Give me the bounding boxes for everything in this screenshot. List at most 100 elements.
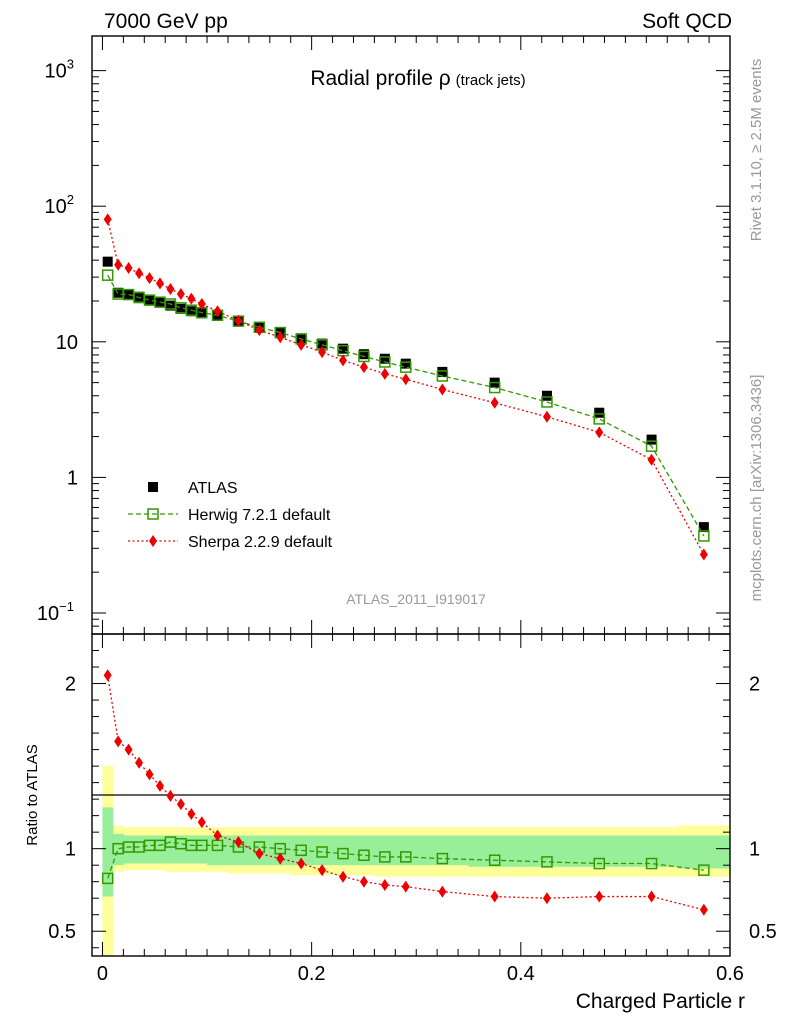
ratio-sherpa-point <box>103 669 112 682</box>
inner-band-segment <box>332 835 354 866</box>
atlas-point <box>102 256 113 267</box>
ratio-sherpa-point <box>135 756 144 769</box>
ratio-axis-ticks: 0 0.2 0.4 0.6 2 2 1 1 0.5 0.5 <box>48 634 777 985</box>
ratio-herwig-point <box>337 847 349 860</box>
main-y-tick-exponent: −1 <box>59 599 74 614</box>
sherpa-point <box>103 213 112 226</box>
ratio-y-tick-label: 1 <box>65 839 76 861</box>
ratio-sherpa-point <box>401 880 410 893</box>
atlas-point <box>175 303 186 314</box>
legend-marker-atlas <box>148 482 158 492</box>
sherpa-point <box>401 373 410 386</box>
inner-band-segment <box>311 835 333 866</box>
ratio-uncertainty-bands <box>102 766 731 956</box>
sherpa-point <box>166 283 175 296</box>
atlas-point <box>186 306 197 317</box>
sherpa-point <box>124 262 133 275</box>
ratio-x-tick-label: 0 <box>97 963 108 985</box>
sherpa-point <box>155 277 164 290</box>
main-y-tick-label: 10−1 <box>37 599 74 625</box>
ratio-x-tick-label: 0.2 <box>298 963 326 985</box>
atlas-point <box>196 308 207 319</box>
inner-band-segment <box>144 835 156 864</box>
inner-band-segment <box>112 833 124 866</box>
ratio-data-marks <box>101 669 710 916</box>
ratio-sherpa-point <box>297 857 306 870</box>
atlas-point <box>134 291 145 302</box>
ratio-sherpa-point <box>339 870 348 883</box>
atlas-point <box>338 343 349 354</box>
ratio-sherpa-point <box>213 829 222 842</box>
ratio-herwig-point <box>196 839 208 852</box>
sherpa-point <box>359 361 368 374</box>
ratio-sherpa-point <box>166 789 175 802</box>
sherpa-point <box>145 272 154 285</box>
inner-band-segment <box>468 835 522 867</box>
ratio-sherpa-point <box>187 807 196 820</box>
rivet-version-label: Rivet 3.1.10, ≥ 2.5M events <box>748 59 765 242</box>
atlas-point <box>541 390 552 401</box>
main-title-suffix: (track jets) <box>456 72 526 89</box>
series-sherpa <box>103 213 708 561</box>
ratio-sherpa-point <box>542 892 551 905</box>
ratio-sherpa-point <box>234 836 243 849</box>
header-process-label: Soft QCD <box>642 10 732 33</box>
sherpa-point <box>699 548 708 561</box>
herwig-point <box>400 361 412 373</box>
atlas-point <box>646 434 657 445</box>
herwig-point <box>379 356 391 368</box>
herwig-point <box>593 413 606 425</box>
main-y-tick-label: 10 <box>56 332 78 354</box>
sherpa-point <box>187 292 196 305</box>
legend: ATLAS Herwig 7.2.1 default Sherpa 2.2.9 de… <box>128 480 333 551</box>
atlas-point <box>437 366 448 377</box>
ratio-y-tick-label: 2 <box>65 674 76 696</box>
inner-band-segment <box>374 835 396 866</box>
ratio-herwig-point <box>593 857 606 870</box>
ratio-herwig-point <box>541 856 553 868</box>
ratio-sherpa-point <box>276 852 285 865</box>
legend-label-sherpa: Sherpa 2.2.9 default <box>188 534 333 551</box>
legend-label-herwig: Herwig 7.2.1 default <box>188 507 331 524</box>
analysis-id-label: ATLAS_2011_I919017 <box>346 591 486 607</box>
ratio-sherpa-point <box>255 847 264 860</box>
sherpa-point <box>438 383 447 396</box>
inner-band-segment <box>186 835 197 864</box>
ratio-herwig-point <box>101 872 114 885</box>
ratio-sherpa-point <box>197 816 206 829</box>
atlas-point <box>594 407 605 418</box>
sherpa-point <box>542 410 551 423</box>
sherpa-point <box>255 324 264 337</box>
inner-band-segment <box>133 835 145 864</box>
ratio-y-tick-label-right: 0.5 <box>749 921 777 943</box>
herwig-line <box>107 274 705 537</box>
atlas-point <box>165 300 176 311</box>
ratio-herwig-line <box>107 841 704 879</box>
atlas-point <box>144 294 155 305</box>
inner-band-segment <box>123 835 135 864</box>
ratio-x-tick-label: 0.4 <box>507 963 535 985</box>
ratio-series-herwig <box>101 836 710 885</box>
ratio-panel: 0 0.2 0.4 0.6 2 2 1 1 0.5 0.5 Ratio to ATLAS Char… <box>24 633 777 1013</box>
inner-band-segment <box>573 835 626 867</box>
ratio-series-sherpa <box>103 669 708 916</box>
atlas-point <box>317 338 328 349</box>
herwig-point <box>436 370 449 382</box>
inner-band-segment <box>416 835 469 866</box>
sherpa-point <box>213 305 222 318</box>
inner-band-segment <box>677 835 731 869</box>
ratio-herwig-point <box>295 844 307 857</box>
legend-entry-sherpa: Sherpa 2.2.9 default <box>128 534 333 551</box>
atlas-point <box>698 522 709 533</box>
herwig-point <box>698 530 710 542</box>
ratio-y-axis-label: Ratio to ATLAS <box>24 744 41 845</box>
herwig-point <box>645 440 658 452</box>
main-y-tick-exponent: 2 <box>67 192 74 207</box>
inner-band-segment <box>625 835 679 867</box>
sherpa-point <box>380 367 389 380</box>
legend-marker-sherpa <box>149 535 157 547</box>
ratio-herwig-point <box>645 857 658 870</box>
sherpa-point <box>114 258 123 271</box>
ratio-sherpa-point <box>438 885 447 898</box>
